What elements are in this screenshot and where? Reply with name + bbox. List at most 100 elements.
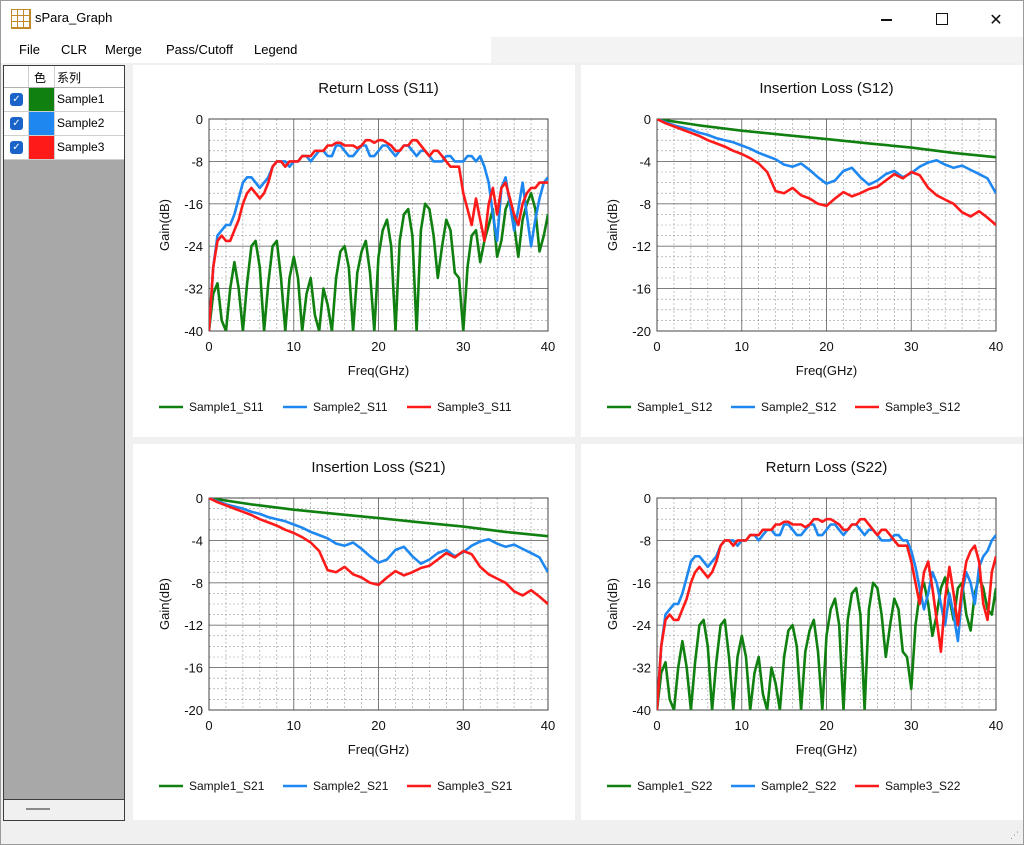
y-axis-label: Gain(dB) [157, 199, 172, 251]
x-tick-label: 0 [205, 718, 212, 733]
y-axis-label: Gain(dB) [605, 199, 620, 251]
y-axis-label: Gain(dB) [605, 578, 620, 630]
y-tick-label: -12 [632, 239, 651, 254]
series-line-sample3-s21 [209, 498, 548, 605]
menu-bar: File CLR Merge Pass/Cutoff Legend [1, 37, 1023, 63]
x-tick-label: 40 [989, 718, 1003, 733]
y-tick-label: -16 [632, 282, 651, 297]
color-swatch-sample3[interactable] [29, 136, 54, 159]
x-tick-label: 30 [904, 718, 918, 733]
series-line-sample3-s12 [657, 119, 996, 226]
maximize-icon [936, 13, 948, 25]
series-checkbox-sample3[interactable]: ✓ [10, 141, 23, 154]
y-tick-label: 0 [644, 112, 651, 127]
chart-title: Insertion Loss (S21) [311, 459, 445, 476]
y-tick-label: -8 [191, 154, 203, 169]
legend-entry: Sample3_S22 [885, 779, 961, 793]
legend-entry: Sample2_S21 [313, 779, 389, 793]
x-tick-label: 20 [371, 718, 385, 733]
minimize-icon [880, 19, 892, 21]
legend-entry: Sample2_S22 [761, 779, 837, 793]
y-tick-label: 0 [196, 491, 203, 506]
series-table: 色 系列 ✓ Sample1 ✓ Sample2 ✓ Sample3 [4, 66, 124, 160]
series-checkbox-sample1[interactable]: ✓ [10, 93, 23, 106]
legend-entry: Sample3_S12 [885, 400, 961, 414]
name-column-header: 系列 [57, 71, 82, 85]
series-row[interactable]: ✓ Sample1 [4, 88, 124, 112]
x-axis-label: Freq(GHz) [796, 742, 857, 757]
series-row[interactable]: ✓ Sample3 [4, 136, 124, 160]
x-tick-label: 10 [735, 718, 749, 733]
menu-legend[interactable]: Legend [254, 42, 298, 57]
series-line-sample1-s12 [657, 119, 996, 159]
series-line-sample2-s21 [209, 498, 548, 573]
chart-panel-s22: Return Loss (S22) 0 10 20 30 40 0 -8 -16 -24 -32 -4… [581, 444, 1023, 820]
y-tick-label: -8 [639, 533, 651, 548]
x-tick-label: 30 [456, 339, 470, 354]
chart-svg-s21: Insertion Loss (S21) 0 10 20 30 40 0 -4 -8 -12 -16… [157, 459, 555, 793]
y-tick-label: -32 [632, 661, 651, 676]
x-tick-label: 10 [735, 339, 749, 354]
sidebar-splitter[interactable] [4, 799, 124, 820]
menu-merge[interactable]: Merge [105, 42, 142, 57]
y-tick-label: -12 [184, 618, 203, 633]
color-column-header: 色 [34, 71, 47, 85]
chart-title: Return Loss (S11) [318, 80, 439, 97]
x-tick-label: 20 [819, 339, 833, 354]
y-tick-label: -4 [191, 533, 203, 548]
y-tick-label: -24 [184, 239, 203, 254]
color-swatch-sample2[interactable] [29, 112, 54, 135]
grip-icon [26, 808, 50, 810]
resize-grip-icon[interactable]: ⋰ [1010, 831, 1019, 841]
y-tick-label: -20 [632, 324, 651, 339]
y-tick-label: -40 [632, 703, 651, 718]
window-title: sPara_Graph [35, 10, 113, 25]
maximize-button[interactable] [919, 1, 965, 37]
series-name-label: Sample1 [57, 92, 105, 106]
y-tick-label: -8 [639, 197, 651, 212]
chart-svg-s22: Return Loss (S22) 0 10 20 30 40 0 -8 -16 -24 -32 -4… [605, 459, 1003, 793]
x-axis-label: Freq(GHz) [348, 742, 409, 757]
legend-entry: Sample1_S21 [189, 779, 265, 793]
x-tick-label: 30 [456, 718, 470, 733]
x-tick-label: 0 [653, 718, 660, 733]
minimize-button[interactable] [863, 1, 909, 37]
close-icon: ✕ [989, 9, 1003, 29]
chart-panel-s11: Return Loss (S11) 0 10 20 30 40 0 -8 -16 -24 -32 -4… [133, 65, 575, 437]
series-name-label: Sample2 [57, 116, 105, 130]
x-tick-label: 10 [287, 718, 301, 733]
legend-entry: Sample3_S11 [437, 400, 512, 414]
series-sidebar: 色 系列 ✓ Sample1 ✓ Sample2 ✓ Sample3 [3, 65, 125, 821]
y-tick-label: -16 [184, 661, 203, 676]
legend-entry: Sample1_S11 [189, 400, 264, 414]
y-tick-label: -4 [639, 154, 651, 169]
legend-entry: Sample2_S12 [761, 400, 837, 414]
series-row[interactable]: ✓ Sample2 [4, 112, 124, 136]
menu-pass-cutoff[interactable]: Pass/Cutoff [166, 42, 233, 57]
chart-grid [208, 118, 549, 332]
series-line-sample1-s21 [209, 498, 548, 538]
x-tick-label: 40 [541, 718, 555, 733]
series-line-sample1-s11 [209, 191, 548, 331]
series-line-sample2-s11 [209, 144, 548, 331]
chart-panel-s21: Insertion Loss (S21) 0 10 20 30 40 0 -4 -8 -12 -16… [133, 444, 575, 820]
chart-panel-s12: Insertion Loss (S12) 0 10 20 30 40 0 -4 -8 -12 -16… [581, 65, 1023, 437]
legend-entry: Sample1_S22 [637, 779, 713, 793]
chart-svg-s11: Return Loss (S11) 0 10 20 30 40 0 -8 -16 -24 -32 -4… [157, 80, 555, 414]
menu-clr[interactable]: CLR [61, 42, 88, 57]
color-swatch-sample1[interactable] [29, 88, 54, 111]
menu-file[interactable]: File [19, 42, 40, 57]
x-axis-label: Freq(GHz) [348, 363, 409, 378]
y-axis-label: Gain(dB) [157, 578, 172, 630]
close-button[interactable]: ✕ [973, 1, 1019, 37]
x-axis-label: Freq(GHz) [796, 363, 857, 378]
series-line-sample2-s22 [657, 523, 996, 710]
x-tick-label: 20 [819, 718, 833, 733]
x-tick-label: 40 [989, 339, 1003, 354]
y-tick-label: -8 [191, 576, 203, 591]
chart-title: Insertion Loss (S12) [759, 80, 893, 97]
chart-svg-s12: Insertion Loss (S12) 0 10 20 30 40 0 -4 -8 -12 -16… [605, 80, 1003, 414]
series-checkbox-sample2[interactable]: ✓ [10, 117, 23, 130]
legend-entry: Sample3_S21 [437, 779, 513, 793]
